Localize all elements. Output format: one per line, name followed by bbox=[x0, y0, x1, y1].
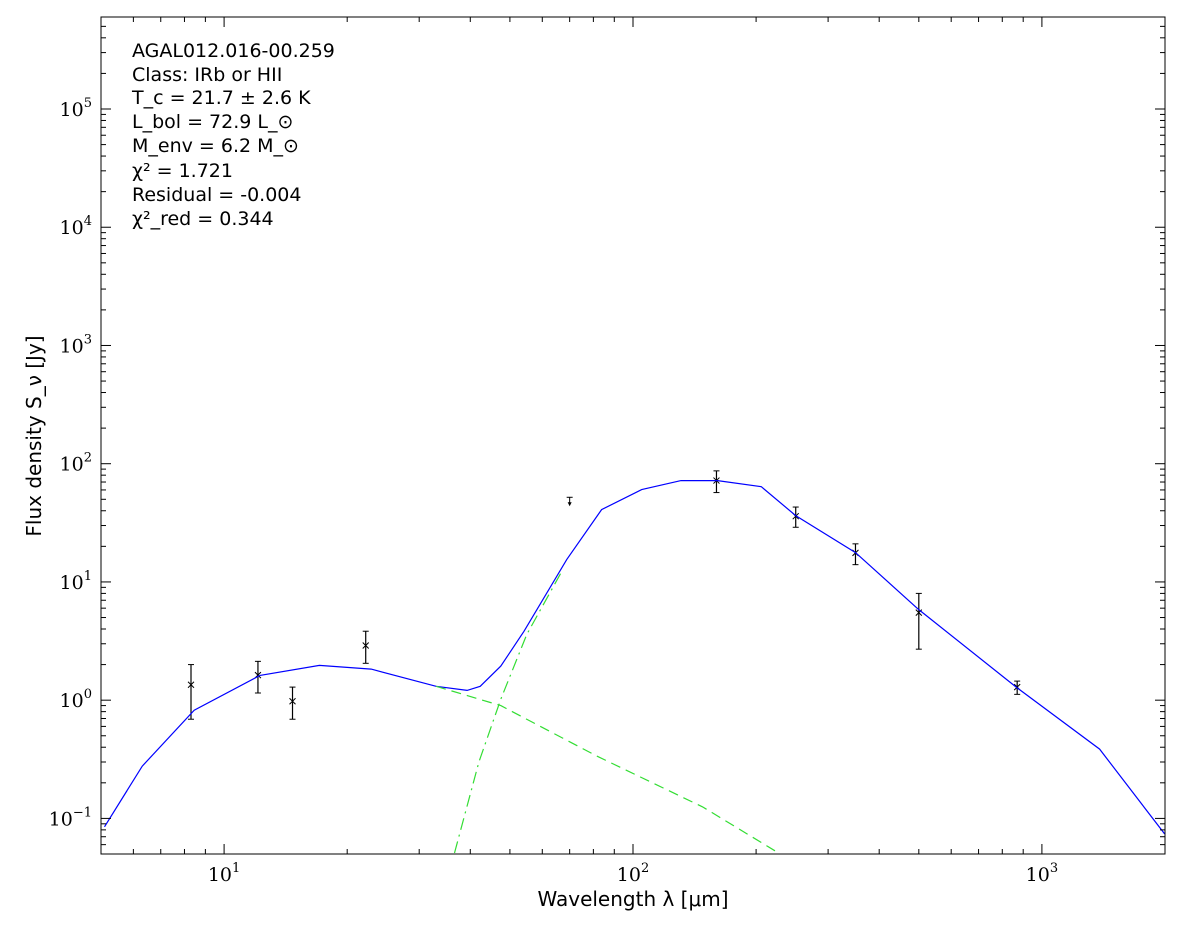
data-point-marker bbox=[187, 681, 195, 689]
annotation-lbol: L_bol = 72.9 L_⊙ bbox=[132, 111, 294, 133]
warm-component-line bbox=[435, 685, 779, 854]
y-tick-label: 104 bbox=[60, 214, 92, 239]
plot-area bbox=[103, 470, 1165, 854]
y-tick-label: 105 bbox=[60, 96, 92, 121]
x-axis-label: Wavelength λ [μm] bbox=[537, 887, 728, 911]
data-point-marker bbox=[362, 642, 370, 649]
y-tick-label: 101 bbox=[60, 569, 92, 594]
y-tick-label: 10−1 bbox=[49, 805, 92, 830]
annotation-menv: M_env = 6.2 M_⊙ bbox=[132, 135, 299, 157]
x-tick-label: 101 bbox=[208, 861, 240, 886]
annotation-tc: T_c = 21.7 ± 2.6 K bbox=[132, 87, 311, 109]
annotation-source: AGAL012.016-00.259 bbox=[132, 40, 335, 62]
data-point-marker bbox=[289, 697, 296, 705]
annotation-chi2: χ² = 1.721 bbox=[132, 160, 233, 182]
annotation-chi2-red: χ²_red = 0.344 bbox=[132, 208, 274, 230]
x-tick-label: 103 bbox=[1026, 861, 1058, 886]
y-axis-label: Flux density S_ν [Jy] bbox=[22, 335, 46, 536]
cold-greybody-line bbox=[453, 569, 564, 854]
x-tick-label: 102 bbox=[617, 861, 649, 886]
annotation-class: Class: IRb or HII bbox=[132, 64, 283, 86]
y-tick-label: 103 bbox=[60, 332, 92, 357]
annotation-residual: Residual = -0.004 bbox=[132, 184, 302, 206]
total-model-line bbox=[103, 480, 1165, 835]
y-tick-label: 100 bbox=[60, 687, 92, 712]
upper-limit-arrow bbox=[567, 502, 572, 507]
y-tick-label: 102 bbox=[60, 451, 92, 476]
